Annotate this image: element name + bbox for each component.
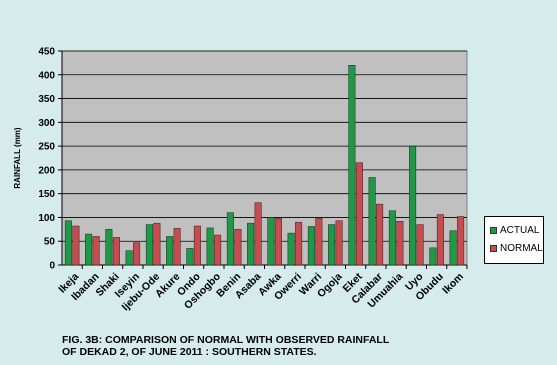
bar-normal-warri [315, 218, 323, 266]
caption-line-2: OF DEKAD 2, OF JUNE 2011 : SOUTHERN STAT… [62, 346, 317, 358]
bar-normal-akure [173, 228, 181, 266]
y-axis-label: RAINFALL (mm) [13, 127, 22, 189]
bar-actual-warri [307, 226, 315, 266]
y-tick-label: 300 [38, 118, 55, 129]
bar-normal-shaki [112, 237, 120, 266]
bar-actual-ibadan [85, 233, 93, 266]
bar-actual-uyo [409, 145, 417, 266]
bar-actual-eket [348, 65, 356, 266]
bar-actual-umuahia [388, 210, 396, 266]
y-tick-label: 200 [38, 165, 55, 176]
bar-normal-benin [234, 229, 242, 266]
bar-actual-obudu [429, 247, 437, 266]
y-tick-label: 350 [38, 94, 55, 105]
bar-actual-ijebu-ode [145, 224, 153, 266]
bar-actual-benin [226, 212, 234, 266]
legend-item-actual: ACTUAL [490, 221, 543, 239]
legend-swatch-actual [490, 226, 497, 234]
bar-normal-ikeja [72, 225, 80, 266]
y-tick-label: 250 [38, 142, 55, 153]
y-tick-label: 150 [38, 189, 55, 200]
caption-line-1: FIG. 3B: COMPARISON OF NORMAL WITH OBSER… [62, 334, 390, 346]
bar-actual-iseyin [125, 250, 133, 266]
bar-normal-ibadan [92, 236, 100, 266]
bar-normal-uyo [416, 224, 424, 266]
bar-normal-asaba [254, 202, 262, 266]
bar-normal-ijebu-ode [153, 222, 161, 266]
legend-label-actual: ACTUAL [500, 224, 540, 236]
x-tick-label: Ikom [440, 271, 466, 297]
bar-normal-iseyin [133, 242, 141, 266]
bar-actual-calabar [368, 177, 376, 266]
legend-label-normal: NORMAL [500, 242, 543, 254]
bar-actual-shaki [105, 229, 113, 266]
y-tick-label: 50 [44, 237, 56, 248]
bar-normal-eket [355, 162, 363, 266]
bar-normal-ikom [457, 216, 465, 266]
y-tick-label: 100 [38, 213, 55, 224]
bar-normal-obudu [436, 214, 444, 266]
legend-item-normal: NORMAL [490, 239, 543, 257]
bar-actual-ikom [449, 230, 457, 266]
bar-actual-ogoja [328, 224, 336, 266]
y-tick-label: 400 [38, 70, 55, 81]
bar-normal-ogoja [335, 220, 343, 266]
bar-normal-umuahia [396, 220, 404, 266]
figure-caption: FIG. 3B: COMPARISON OF NORMAL WITH OBSER… [62, 334, 542, 358]
bar-normal-oshogbo [214, 234, 222, 266]
bar-normal-owerri [295, 221, 303, 266]
bar-actual-oshogbo [206, 227, 214, 266]
bar-actual-owerri [287, 232, 295, 266]
plot-area [61, 50, 468, 266]
y-tick-label: 450 [38, 47, 55, 58]
bar-actual-ikeja [64, 220, 72, 266]
bar-actual-awka [267, 217, 275, 266]
bar-actual-asaba [247, 222, 255, 266]
bar-actual-ondo [186, 248, 194, 266]
y-tick-label: 0 [49, 261, 55, 272]
bar-normal-awka [274, 218, 282, 266]
chart-legend: ACTUAL NORMAL [484, 216, 544, 264]
legend-swatch-normal [490, 244, 497, 252]
bar-normal-calabar [376, 203, 384, 266]
bar-actual-akure [166, 236, 174, 266]
bar-normal-ondo [193, 225, 201, 266]
